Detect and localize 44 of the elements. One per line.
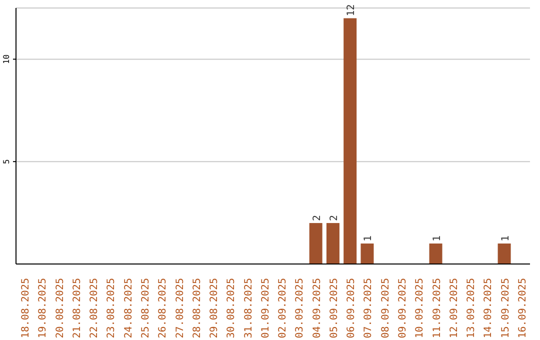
x-tick-label: 07.09.2025 bbox=[363, 278, 374, 338]
x-tick-label: 14.09.2025 bbox=[483, 278, 494, 338]
x-tick-label: 23.08.2025 bbox=[106, 278, 118, 338]
bar bbox=[309, 223, 322, 264]
x-tick-label: 31.08.2025 bbox=[243, 278, 254, 338]
x-tick-label: 27.08.2025 bbox=[174, 278, 186, 338]
x-tick-label: 24.08.2025 bbox=[123, 278, 134, 338]
x-tick-label: 30.08.2025 bbox=[226, 278, 238, 338]
x-tick-label: 22.08.2025 bbox=[89, 278, 100, 338]
bar bbox=[360, 244, 374, 264]
x-tick-label: 08.09.2025 bbox=[380, 278, 392, 338]
x-tick-label: 11.09.2025 bbox=[432, 278, 443, 338]
x-tick-label: 18.08.2025 bbox=[20, 278, 32, 338]
data-label: 1 bbox=[363, 235, 374, 242]
x-tick-label: 26.08.2025 bbox=[158, 278, 169, 338]
y-tick-label: 5 bbox=[2, 159, 11, 164]
bar bbox=[344, 18, 357, 264]
x-tick-label: 02.09.2025 bbox=[278, 278, 289, 338]
x-tick-label: 01.09.2025 bbox=[260, 278, 272, 338]
x-tick-label: 13.09.2025 bbox=[466, 278, 478, 338]
y-tick-label: 10 bbox=[2, 54, 11, 64]
data-label: 1 bbox=[500, 235, 512, 242]
x-tick-label: 10.09.2025 bbox=[414, 278, 426, 338]
x-tick-label: 12.09.2025 bbox=[448, 278, 460, 338]
x-tick-label: 16.09.2025 bbox=[517, 278, 528, 338]
data-label: 2 bbox=[328, 215, 340, 222]
data-label: 2 bbox=[312, 215, 323, 222]
x-tick-label: 29.08.2025 bbox=[209, 278, 220, 338]
x-tick-label: 05.09.2025 bbox=[328, 278, 340, 338]
bar bbox=[326, 223, 340, 264]
x-tick-label: 19.08.2025 bbox=[38, 278, 49, 338]
x-tick-label: 28.08.2025 bbox=[192, 278, 203, 338]
bar bbox=[498, 244, 511, 264]
x-tick-label: 06.09.2025 bbox=[346, 278, 358, 338]
x-tick-label: 09.09.2025 bbox=[398, 278, 408, 338]
x-tick-label: 03.09.2025 bbox=[294, 278, 306, 338]
x-tick-label: 25.08.2025 bbox=[140, 278, 152, 338]
bar bbox=[429, 244, 442, 264]
data-label: 1 bbox=[432, 235, 443, 242]
x-tick-label: 20.08.2025 bbox=[54, 278, 66, 338]
x-tick-label: 15.09.2025 bbox=[500, 278, 512, 338]
x-tick-label: 21.08.2025 bbox=[72, 278, 83, 338]
x-tick-label: 04.09.2025 bbox=[312, 278, 323, 338]
data-label: 12 bbox=[346, 4, 358, 16]
